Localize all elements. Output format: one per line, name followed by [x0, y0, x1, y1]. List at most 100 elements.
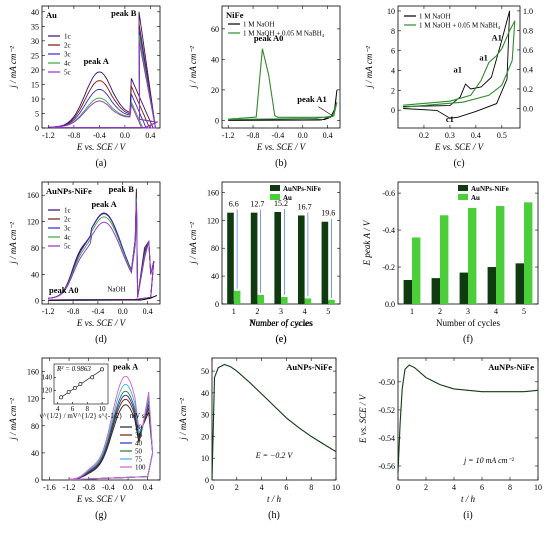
x-tick-label: 2 — [438, 307, 442, 316]
x-tick-label: 4 — [452, 483, 456, 492]
y-tick-label: 40 — [31, 270, 39, 279]
y-tick-label: 160 — [27, 191, 39, 200]
annotation: a1 — [453, 64, 462, 74]
y-tick-label: 35 — [31, 22, 39, 31]
x-axis-label: t / h — [461, 494, 476, 504]
x-tick-label: 5 — [522, 307, 526, 316]
bar-aunps — [250, 212, 258, 304]
panel-e: 0 40 80 120 160 Number of cycles j / mA cm⁻² (e… — [188, 181, 341, 345]
x-axis-label: E vs. SCE / V — [76, 142, 127, 152]
x-tick-label: 0.0 — [120, 131, 130, 140]
x-tick-label: 0.4 — [323, 131, 333, 140]
y-tick-label: -0.52 — [378, 406, 395, 415]
y-axis-label: j / mA cm⁻² — [188, 46, 198, 89]
x-tick-label: -1.2 — [222, 131, 235, 140]
panel-title: AuNPs-NiFe — [488, 362, 534, 372]
y-tick-label: 0 — [391, 106, 395, 115]
x-tick-label: 0.0 — [123, 483, 133, 492]
x-axis-label: Number of cycles — [249, 318, 313, 328]
x-tick-label: 0.4 — [143, 483, 153, 492]
x-axis-label: Number of cycles — [249, 318, 313, 328]
bar-au — [281, 297, 288, 304]
y-tick-label: -0.2 — [382, 263, 395, 272]
annotation: NaOH — [107, 285, 125, 293]
legend-label: 5c — [64, 243, 71, 251]
y2-tick-label: 0.2 — [523, 85, 533, 94]
ratio-label: 12.7 — [250, 200, 264, 209]
y-tick-label: -0.6 — [382, 189, 395, 198]
legend-label: 3c — [64, 51, 71, 59]
panel-h: 0 2 4 6 8 10 0 10 20 30 40 50 t / h j / mA cm⁻² (h) AuN… — [178, 357, 340, 521]
panel-d: -1.2 -0.8 -0.4 0.0 0.4 0 40 80 120 160 E vs. SCE /… — [8, 181, 161, 345]
annotation-arrow — [318, 106, 333, 117]
series-line-nabh4 — [403, 20, 516, 108]
inset-y-tick-label: 140 — [42, 373, 53, 381]
y-tick-label: -0.50 — [378, 378, 395, 387]
inset-x-tick-label: 6 — [71, 405, 75, 413]
series-line — [48, 201, 155, 301]
y-tick-label: 20 — [31, 66, 39, 75]
ratio-label: 6.6 — [229, 200, 239, 209]
x-tick-label: -0.4 — [93, 131, 106, 140]
x-tick-label: -0.4 — [102, 483, 115, 492]
y-tick-label: 0 — [205, 476, 209, 485]
legend-label: 20 — [135, 424, 143, 432]
annotation: peak B — [111, 8, 137, 18]
y-tick-label: 10 — [387, 7, 395, 16]
series-line — [397, 364, 539, 474]
y-tick-label: 120 — [27, 395, 39, 404]
bar-aunps — [297, 215, 305, 304]
inset-x-tick-label: 8 — [86, 405, 90, 413]
x-axis-label: E vs. SCE / V — [256, 142, 307, 152]
annotation: peak A — [84, 56, 110, 66]
ratio-label: 16.7 — [298, 202, 312, 211]
y-tick-label: 40 — [211, 272, 219, 281]
legend-label: 1 M NaOH + 0.05 M NaBH₄ — [419, 22, 501, 30]
bar-au — [257, 294, 265, 304]
x-tick-label: 0.0 — [118, 307, 128, 316]
bar-au — [468, 207, 477, 304]
legend-swatch — [458, 194, 468, 200]
y-tick-label: 2 — [391, 86, 395, 95]
x-tick-label: 1 — [410, 307, 414, 316]
plot-frame — [397, 5, 521, 129]
x-tick-label: 0.4 — [145, 131, 155, 140]
y2-tick-label: 0.4 — [523, 65, 533, 74]
panel-a: -1.2 -0.8 -0.4 0.0 0.4 0 5 10 15 20 25 30 35 40 E vs. … — [8, 5, 161, 169]
x-tick-label: -0.8 — [68, 131, 81, 140]
bar-aunps — [227, 212, 234, 304]
y-tick-label: 0 — [215, 116, 219, 125]
annotation: j = 10 mA cm⁻² — [463, 456, 515, 465]
y-axis-label: j / mA cm⁻² — [8, 398, 18, 441]
panel-label: (g) — [95, 510, 107, 521]
y-tick-label: 120 — [27, 218, 39, 227]
y-tick-label: 8 — [391, 27, 395, 36]
legend-label: 5c — [64, 69, 71, 77]
inset-r2: R² = 0.9863 — [56, 365, 91, 373]
x-axis-label: E vs. SCE / V — [76, 318, 127, 328]
x-tick-label: 4 — [303, 307, 307, 316]
y-axis-label: j / mA cm⁻² — [178, 398, 188, 441]
y-axis-label: j / mA cm⁻² — [188, 222, 198, 265]
x-tick-label: 3 — [279, 307, 283, 316]
x-tick-label: 8 — [508, 483, 512, 492]
bar-aunps — [321, 221, 329, 304]
legend-label: Au — [283, 194, 292, 202]
y2-tick-label: 0.0 — [523, 104, 533, 113]
bar-au — [440, 215, 449, 304]
y-tick-label: 80 — [211, 244, 219, 253]
legend-label: 1c — [64, 33, 71, 41]
series-line — [48, 40, 159, 129]
annotation: peak A — [113, 362, 139, 372]
annotation: peak A — [91, 199, 117, 209]
legend-label: 50 — [135, 448, 143, 456]
bar-aunps — [403, 279, 412, 304]
y-axis-label: E vs. SCE / V — [358, 393, 368, 444]
legend-label: 1 M NaOH — [243, 21, 275, 29]
y-tick-label: 120 — [207, 216, 219, 225]
y2-tick-label: 1.0 — [523, 7, 533, 16]
inset-point — [66, 390, 71, 394]
y-tick-label: 40 — [31, 8, 39, 17]
plot-frame — [211, 357, 337, 481]
